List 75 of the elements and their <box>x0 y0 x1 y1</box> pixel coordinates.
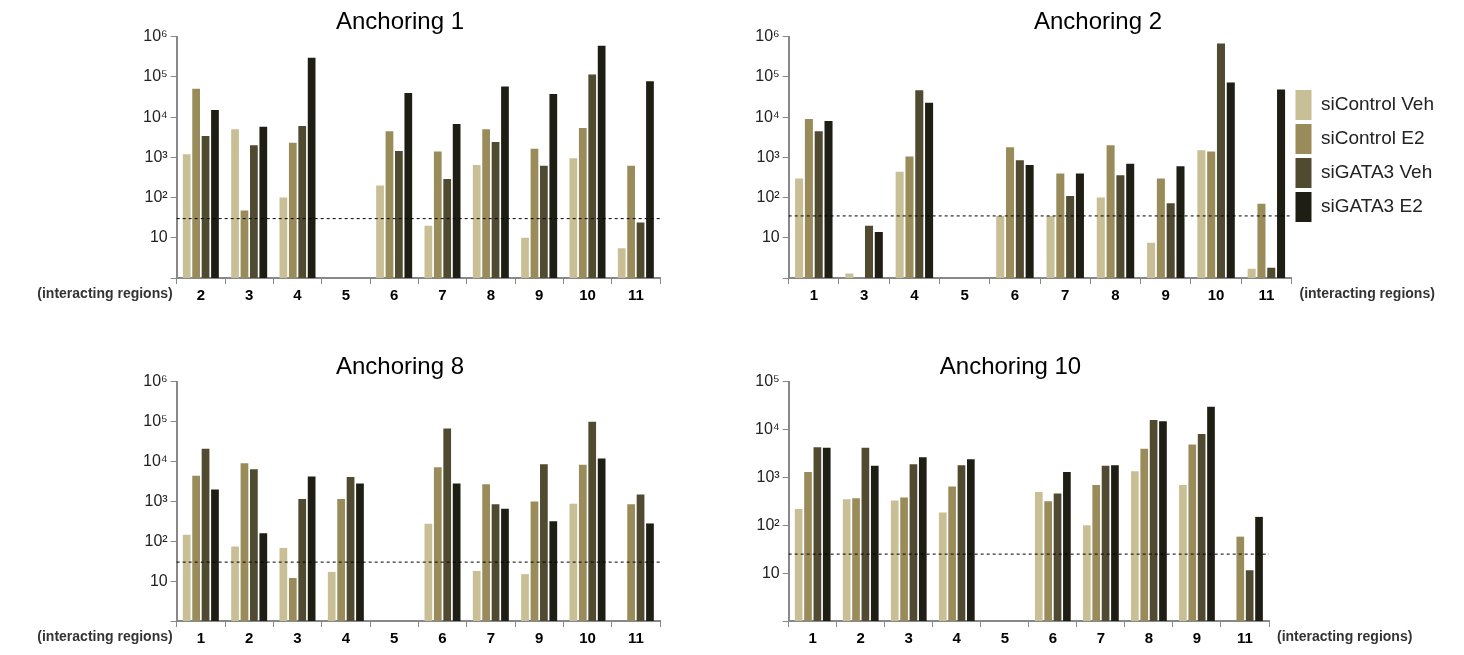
y-tick-label: 10² <box>144 531 169 549</box>
x-tick-label: 1 <box>808 629 817 647</box>
y-tick-label: 10⁵ <box>143 412 168 430</box>
legend-label: siGATA3 E2 <box>1320 195 1423 217</box>
x-tick-label: 2 <box>245 629 254 647</box>
y-tick-label: 10 <box>149 571 168 589</box>
x-axis-title: (interacting regions) <box>37 627 173 644</box>
y-tick-label: 10⁵ <box>143 67 168 85</box>
y-tick-label: 10² <box>756 515 781 533</box>
y-tick-label: 10³ <box>756 147 781 165</box>
x-tick-label: 2 <box>196 286 206 304</box>
y-tick-label: 10⁴ <box>755 107 780 125</box>
y-tick-label: 10⁶ <box>143 372 168 390</box>
y-tick-label: 10⁵ <box>755 67 780 85</box>
x-tick-label: 4 <box>910 286 920 304</box>
x-tick-label: 7 <box>1096 629 1106 647</box>
y-tick-label: 10 <box>761 563 780 581</box>
y-tick-label: 10⁶ <box>143 27 168 45</box>
x-tick-label: 3 <box>859 286 869 304</box>
x-tick-label: 8 <box>486 286 496 304</box>
legend-label: siGATA3 Veh <box>1320 161 1433 183</box>
x-tick-label: 7 <box>438 286 447 304</box>
x-tick-label: 4 <box>341 629 351 647</box>
x-tick-label: 5 <box>960 286 969 304</box>
x-tick-label: 3 <box>904 629 913 647</box>
x-tick-label: 10 <box>579 286 596 304</box>
x-axis-title: (interacting regions) <box>1277 627 1413 644</box>
y-tick-label: 10⁵ <box>755 372 780 390</box>
x-tick-label: 9 <box>535 629 544 647</box>
x-tick-label: 8 <box>1144 629 1154 647</box>
y-tick-label: 10 <box>149 228 168 246</box>
y-tick-label: 10⁴ <box>755 420 780 438</box>
x-tick-label: 6 <box>390 286 399 304</box>
x-tick-label: 9 <box>1192 629 1202 647</box>
x-tick-label: 11 <box>1258 286 1275 304</box>
x-tick-label: 5 <box>390 629 399 647</box>
y-tick-label: 10⁶ <box>755 27 780 45</box>
x-tick-label: 1 <box>809 286 818 304</box>
x-tick-label: 9 <box>1161 286 1170 304</box>
x-tick-label: 11 <box>1237 629 1253 647</box>
x-tick-label: 11 <box>627 286 644 304</box>
x-tick-label: 3 <box>293 629 302 647</box>
y-tick-label: 10⁴ <box>143 107 168 125</box>
x-tick-label: 9 <box>535 286 544 304</box>
x-tick-label: 10 <box>579 629 596 647</box>
x-tick-label: 1 <box>196 629 206 647</box>
x-tick-label: 6 <box>438 629 447 647</box>
x-tick-label: 4 <box>293 286 303 304</box>
x-tick-label: 5 <box>341 286 351 304</box>
y-tick-label: 10⁴ <box>143 451 168 469</box>
x-tick-label: 2 <box>856 629 865 647</box>
y-tick-label: 10² <box>756 188 781 206</box>
x-tick-label: 10 <box>1207 286 1225 304</box>
x-tick-label: 3 <box>245 286 254 304</box>
chart-title: Anchoring 2 <box>1033 7 1163 35</box>
x-tick-label: 8 <box>1111 286 1120 304</box>
legend-label: siControl E2 <box>1320 127 1425 149</box>
x-tick-label: 11 <box>627 629 644 647</box>
x-axis-title: (interacting regions) <box>37 284 173 301</box>
legend-label: siControl Veh <box>1320 93 1435 115</box>
chart-title: Anchoring 10 <box>939 352 1082 380</box>
chart-title: Anchoring 8 <box>335 352 465 380</box>
y-tick-label: 10³ <box>144 147 169 165</box>
y-tick-label: 10² <box>144 188 169 206</box>
x-tick-label: 7 <box>1061 286 1070 304</box>
y-tick-label: 10³ <box>756 467 781 485</box>
chart-title: Anchoring 1 <box>335 7 465 35</box>
y-tick-label: 10 <box>761 228 780 246</box>
x-tick-label: 7 <box>486 629 496 647</box>
x-axis-title: (interacting regions) <box>1299 284 1435 301</box>
x-tick-label: 4 <box>952 629 962 647</box>
x-tick-label: 6 <box>1048 629 1058 647</box>
x-tick-label: 6 <box>1010 286 1020 304</box>
y-tick-label: 10³ <box>144 491 169 509</box>
x-tick-label: 5 <box>1000 629 1009 647</box>
